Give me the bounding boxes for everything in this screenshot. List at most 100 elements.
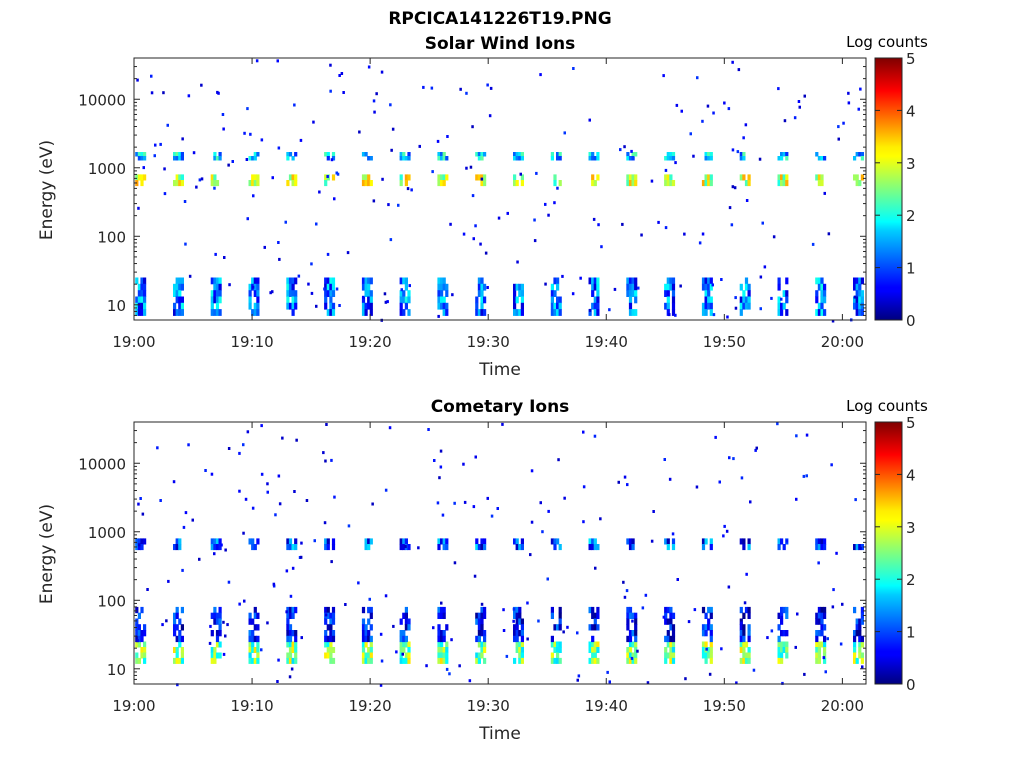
heatmap-cell (286, 635, 290, 643)
heatmap-cell (333, 197, 336, 201)
heatmap-cell (472, 237, 475, 241)
heatmap-cell (704, 652, 708, 659)
heatmap-cell (785, 174, 789, 181)
heatmap-cell (388, 426, 392, 430)
heatmap-cell (324, 152, 328, 157)
heatmap-cell (780, 657, 784, 664)
heatmap-cell (297, 274, 301, 278)
heatmap-cell (628, 647, 633, 653)
heatmap-cell (671, 630, 676, 637)
heatmap-cell (251, 635, 255, 643)
heatmap-cell (198, 178, 202, 182)
heatmap-cell (628, 156, 633, 161)
heatmap-cell (218, 156, 222, 161)
heatmap-cell (215, 309, 220, 316)
heatmap-cell (742, 657, 746, 664)
heatmap-cell (315, 304, 318, 308)
heatmap-cell (669, 641, 673, 648)
cometary-colorbar-label: Log counts (846, 397, 928, 415)
heatmap-cell (518, 618, 522, 625)
heatmap-cell (707, 152, 711, 157)
heatmap-cell (188, 274, 192, 278)
heatmap-cell (853, 544, 857, 551)
heatmap-cell (731, 185, 735, 189)
heatmap-cell (305, 499, 309, 502)
heatmap-cell (480, 652, 484, 659)
heatmap-cell (437, 612, 441, 619)
heatmap-cell (178, 296, 182, 304)
heatmap-cell (367, 277, 371, 285)
heatmap-cell (513, 174, 517, 181)
heatmap-cell (248, 612, 252, 619)
heatmap-cell (518, 657, 522, 664)
heatmap-cell (780, 156, 784, 161)
heatmap-cell (442, 302, 446, 310)
heatmap-cell (794, 645, 797, 649)
heatmap-cell (140, 309, 144, 316)
heatmap-cell (218, 283, 222, 291)
heatmap-cell (407, 290, 411, 297)
heatmap-cell (520, 657, 524, 664)
heatmap-cell (367, 647, 371, 653)
heatmap-cell (860, 156, 864, 161)
heatmap-cell (817, 606, 821, 614)
heatmap-cell (276, 680, 279, 683)
heatmap-cell (626, 538, 630, 545)
heatmap-cell (139, 497, 142, 500)
heatmap-cell (634, 283, 638, 291)
heatmap-cell (747, 647, 751, 653)
heatmap-cell (628, 277, 633, 285)
heatmap-cell (277, 146, 281, 150)
heatmap-cell (747, 290, 751, 297)
heatmap-cell (563, 131, 566, 135)
heatmap-cell (463, 500, 467, 504)
heatmap-cell (288, 630, 293, 637)
heatmap-cell (380, 70, 384, 74)
heatmap-cell (213, 283, 217, 291)
heatmap-cell (331, 618, 336, 625)
heatmap-cell (671, 290, 676, 297)
heatmap-cell (285, 610, 288, 614)
heatmap-cell (440, 652, 444, 659)
y-tick-label: 10 (107, 297, 126, 315)
heatmap-cell (173, 156, 177, 161)
heatmap-cell (213, 156, 217, 161)
heatmap-cell (291, 630, 295, 637)
heatmap-cell (475, 635, 479, 643)
heatmap-cell (516, 260, 519, 264)
heatmap-cell (631, 612, 635, 619)
heatmap-cell (136, 639, 139, 643)
heatmap-cell (650, 179, 654, 183)
heatmap-cell (817, 612, 821, 619)
heatmap-cell (679, 284, 682, 288)
heatmap-cell (860, 606, 864, 614)
heatmap-cell (795, 497, 798, 501)
heatmap-cell (701, 538, 706, 545)
heatmap-cell (143, 277, 147, 285)
heatmap-cell (588, 308, 592, 312)
heatmap-cell (402, 630, 406, 637)
heatmap-cell (256, 152, 260, 157)
heatmap-cell (513, 180, 517, 187)
heatmap-cell (175, 290, 179, 297)
heatmap-cell (449, 222, 452, 226)
heatmap-cell (520, 302, 524, 310)
heatmap-cell (742, 652, 746, 659)
heatmap-cell (855, 277, 859, 285)
heatmap-cell (291, 174, 295, 181)
heatmap-cell (326, 612, 330, 619)
heatmap-cell (631, 652, 635, 659)
heatmap-cell (553, 624, 557, 631)
heatmap-cell (855, 302, 859, 310)
heatmap-cell (251, 180, 255, 187)
heatmap-cell (383, 292, 387, 296)
heatmap-cell (367, 174, 371, 181)
heatmap-cell (440, 635, 444, 643)
heatmap-cell (723, 524, 726, 528)
heatmap-cell (520, 290, 524, 297)
heatmap-cell (210, 296, 214, 304)
heatmap-cell (628, 635, 633, 643)
heatmap-cell (747, 302, 751, 310)
heatmap-cell (483, 641, 487, 648)
heatmap-cell (399, 544, 403, 551)
